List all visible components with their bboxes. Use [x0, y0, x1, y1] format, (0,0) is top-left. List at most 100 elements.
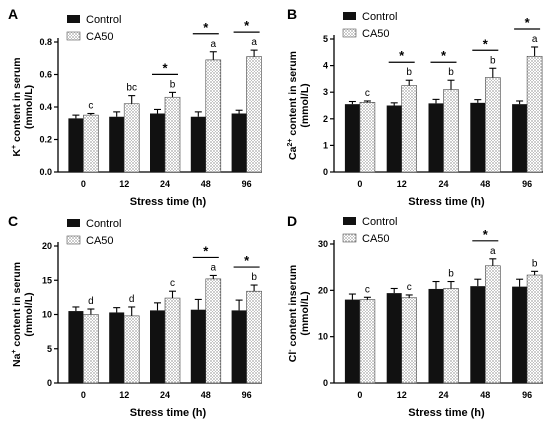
y-tick-label: 0.0: [39, 167, 52, 177]
group-letter: a: [532, 34, 538, 45]
bar-ca50: [526, 274, 543, 384]
significance-star: *: [162, 60, 168, 75]
x-tick-label: 12: [119, 179, 129, 189]
y-tick-label: 20: [42, 241, 52, 251]
x-tick-label: 0: [81, 390, 86, 400]
legend-label-control: Control: [362, 216, 397, 228]
bar-control: [68, 118, 84, 172]
y-label-text: content in serum: [11, 57, 23, 145]
bar-ca50: [359, 102, 376, 173]
significance-star: *: [244, 253, 250, 268]
y-tick-label: 10: [42, 310, 52, 320]
bar-control: [428, 288, 444, 383]
bar-ca50: [526, 55, 543, 173]
bar-ca50: [246, 56, 262, 173]
y-label-ion: K: [11, 149, 23, 157]
y-tick-label: 10: [318, 332, 328, 342]
bar-control: [470, 286, 486, 383]
bar-control: [231, 113, 247, 172]
y-label-text: content in serum: [11, 262, 23, 350]
y-axis-label-unit: (mmol/L): [23, 85, 35, 129]
legend-swatch-ca50: [66, 235, 81, 245]
legend-swatch-control: [67, 15, 80, 23]
legend-swatch-control: [343, 217, 356, 225]
bar-control: [386, 105, 402, 172]
y-label-charge: +: [11, 349, 18, 353]
chart-panel-c: C 0 5 10 15 20 Na+ content in serum (mmol/L) Str…: [8, 213, 262, 419]
y-tick-label: 0.2: [39, 135, 52, 145]
group-letter: b: [448, 269, 454, 280]
bar-ca50: [205, 278, 222, 384]
group-letter: c: [407, 282, 412, 293]
x-tick-label: 0: [357, 179, 362, 189]
legend-swatch-ca50: [342, 233, 357, 243]
legend-label-control: Control: [86, 218, 121, 230]
y-tick-label: 0: [323, 378, 328, 388]
legend-label-control: Control: [86, 14, 121, 26]
x-tick-label: 96: [242, 179, 252, 189]
x-tick-label: 0: [357, 390, 362, 400]
x-tick-label: 96: [522, 179, 532, 189]
bar-control: [344, 299, 360, 383]
y-tick-label: 5: [323, 34, 328, 44]
x-tick-label: 12: [119, 390, 129, 400]
legend-swatch-control: [67, 219, 80, 227]
group-letter: d: [129, 294, 135, 305]
y-tick-label: 4: [323, 61, 328, 71]
y-label-text: content inserum: [287, 265, 299, 350]
y-label-ion: Cl: [287, 352, 299, 363]
significance-star: *: [399, 48, 405, 63]
y-tick-label: 30: [318, 239, 328, 249]
y-label-charge: +: [11, 145, 18, 149]
bar-control: [190, 309, 206, 383]
y-tick-label: 0: [323, 167, 328, 177]
y-tick-label: 0.8: [39, 37, 52, 47]
bar-ca50: [164, 96, 181, 173]
bar-ca50: [484, 77, 501, 173]
bar-control: [344, 104, 360, 172]
y-axis-label: Cl- content inserum: [287, 265, 299, 362]
legend-label-ca50: CA50: [362, 233, 390, 245]
group-letter: a: [211, 262, 217, 273]
y-tick-label: 0.4: [39, 102, 52, 112]
bar-control: [150, 113, 165, 172]
y-label-text: content in serum: [287, 51, 299, 139]
group-letter: c: [365, 284, 370, 295]
x-tick-label: 0: [81, 179, 86, 189]
y-axis-label: Ca2+ content in serum: [287, 51, 299, 160]
y-label-ion: Na: [11, 353, 23, 367]
significance-star: *: [441, 48, 447, 63]
bar-control: [470, 102, 486, 172]
y-label-charge: 2+: [287, 139, 294, 147]
panel-letter: A: [8, 6, 18, 22]
x-tick-label: 24: [438, 179, 448, 189]
significance-star: *: [203, 20, 209, 35]
y-tick-label: 5: [47, 344, 52, 354]
y-axis-label: Na+ content in serum: [11, 262, 23, 367]
bar-ca50: [443, 288, 459, 384]
x-axis-label: Stress time (h): [130, 407, 207, 419]
panel-letter: C: [8, 213, 18, 229]
x-tick-label: 48: [480, 390, 490, 400]
group-letter: b: [251, 272, 257, 283]
bar-control: [428, 103, 444, 172]
bar-ca50: [205, 59, 222, 173]
group-letter: a: [211, 39, 217, 50]
group-letter: c: [365, 88, 370, 99]
y-tick-label: 1: [323, 140, 328, 150]
significance-star: *: [525, 15, 531, 30]
bar-control: [109, 312, 125, 383]
y-tick-label: 20: [318, 285, 328, 295]
x-tick-label: 96: [522, 390, 532, 400]
y-label-ion: Ca: [287, 146, 299, 160]
x-tick-label: 24: [160, 179, 170, 189]
y-tick-label: 3: [323, 87, 328, 97]
significance-star: *: [483, 36, 489, 51]
bar-ca50: [401, 297, 418, 384]
group-letter: b: [532, 258, 538, 269]
group-letter: b: [170, 79, 176, 90]
significance-star: *: [483, 227, 489, 242]
